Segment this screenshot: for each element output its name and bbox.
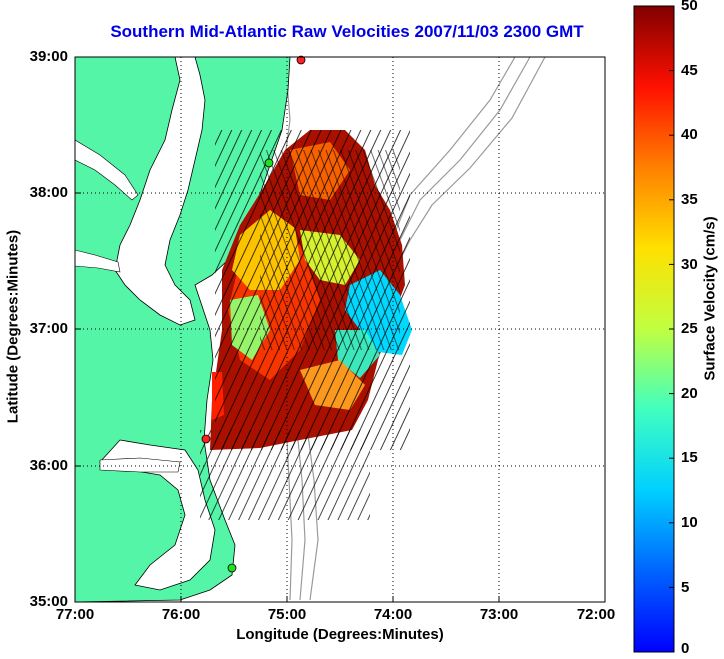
x-tick-label: 77:00 xyxy=(55,606,95,623)
y-tick-label: 35:00 xyxy=(29,593,68,610)
bay-tributary-south xyxy=(75,249,121,273)
colorbar-label: Surface Velocity (cm/s) xyxy=(701,216,719,381)
colorbar-tick-label: 25 xyxy=(681,320,698,337)
x-tick-label: 72:00 xyxy=(576,606,616,623)
colorbar-tick-label: 10 xyxy=(681,514,698,531)
colorbar-tick-label: 0 xyxy=(681,640,690,657)
colorbar-ticks xyxy=(669,5,674,588)
colorbar-tick-label: 50 xyxy=(681,0,698,14)
colorbar-tick-label: 40 xyxy=(681,126,698,143)
colorbar-tick-label: 20 xyxy=(681,385,698,402)
station-marker xyxy=(296,55,306,65)
colorbar-tick-label: 35 xyxy=(681,191,698,208)
colorbar-tick-label: 45 xyxy=(681,62,698,79)
station-marker xyxy=(227,563,237,573)
x-tick-label: 75:00 xyxy=(267,606,307,623)
colorbar xyxy=(633,5,675,653)
colorbar-tick-label: 5 xyxy=(681,579,690,596)
colorbar-tick-label: 30 xyxy=(681,256,698,273)
station-marker xyxy=(201,434,211,444)
bay-tributary xyxy=(75,139,139,201)
velocity-field xyxy=(200,130,412,520)
y-axis-label: Latitude (Degrees:Minutes) xyxy=(4,229,22,424)
chesapeake-bay xyxy=(114,57,206,326)
pamlico-sound xyxy=(99,439,216,591)
albemarle-sound xyxy=(99,457,181,473)
station-marker xyxy=(264,158,274,168)
x-tick-label: 76:00 xyxy=(161,606,201,623)
map-title: Southern Mid-Atlantic Raw Velocities 200… xyxy=(110,22,584,41)
y-tick-label: 37:00 xyxy=(29,320,68,337)
x-tick-label: 74:00 xyxy=(373,606,413,623)
axis-ticks xyxy=(75,192,500,602)
y-tick-label: 38:00 xyxy=(29,184,68,201)
y-tick-label: 36:00 xyxy=(29,457,68,474)
colorbar-tick-label: 15 xyxy=(681,449,698,466)
y-tick-label: 39:00 xyxy=(29,48,68,65)
x-tick-label: 73:00 xyxy=(479,606,519,623)
x-axis-label: Longitude (Degrees:Minutes) xyxy=(236,626,444,643)
map-grid xyxy=(75,57,605,602)
